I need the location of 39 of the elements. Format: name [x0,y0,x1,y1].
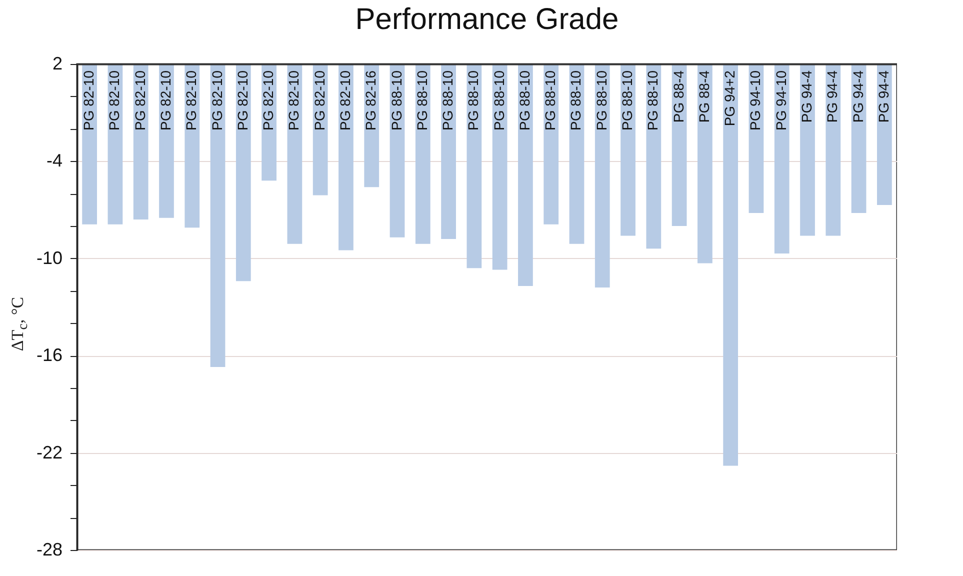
x-tick-label: PG 82-10 [260,70,276,130]
x-tick-label: PG 82-10 [234,70,250,130]
x-tick-label: PG 82-10 [311,70,328,130]
x-tick-label: PG 94-4 [824,70,840,123]
x-tick-label: PG 94-4 [798,70,815,123]
x-tick-label: PG 82-10 [183,70,200,130]
x-tick-label: PG 94-10 [747,70,764,130]
x-tick-label: PG 82-10 [208,70,225,130]
y-tick-label: -28 [36,540,62,560]
x-tick-label: PG 88-10 [440,70,456,130]
y-tick-label: -10 [36,248,62,268]
y-tick-label: -22 [36,442,62,462]
x-tick-label: PG 88-10 [388,70,404,130]
x-tick-label: PG 94-4 [850,70,866,123]
x-tick-label: PG 82-10 [157,70,174,130]
x-tick-label: PG 88-4 [670,70,686,123]
y-tick-label: -4 [46,150,62,171]
x-tick-label: PG 82-10 [336,70,353,130]
x-tick-label: PG 82-10 [132,70,148,130]
y-tick-label: 2 [52,54,62,74]
x-tick-label: PG 88-4 [696,70,712,123]
x-tick-label: PG 88-10 [414,70,430,130]
x-tick-label: PG 88-10 [619,70,636,130]
x-tick-label: PG 82-10 [80,70,97,130]
chart-title: Performance Grade [355,3,619,36]
x-tick-label: PG 82-16 [362,70,379,130]
x-tick-label: PG 88-10 [568,70,584,130]
x-tick-label: PG 94-10 [772,70,789,130]
x-tick-label: PG 82-10 [286,70,302,130]
x-tick-label: PG 88-10 [644,70,661,130]
x-tick-label: PG 88-10 [542,70,558,130]
x-tick-label: PG 88-10 [516,70,532,130]
y-tick-label: -16 [36,345,62,366]
x-tick-label: PG 88-10 [465,70,482,130]
x-tick-label: PG 82-10 [106,70,122,130]
x-tick-label: PG 88-10 [593,70,610,130]
x-tick-label: PG 94+2 [722,70,738,126]
x-tick-label: PG 88-10 [490,70,507,130]
x-tick-label: PG 94-4 [875,70,892,123]
